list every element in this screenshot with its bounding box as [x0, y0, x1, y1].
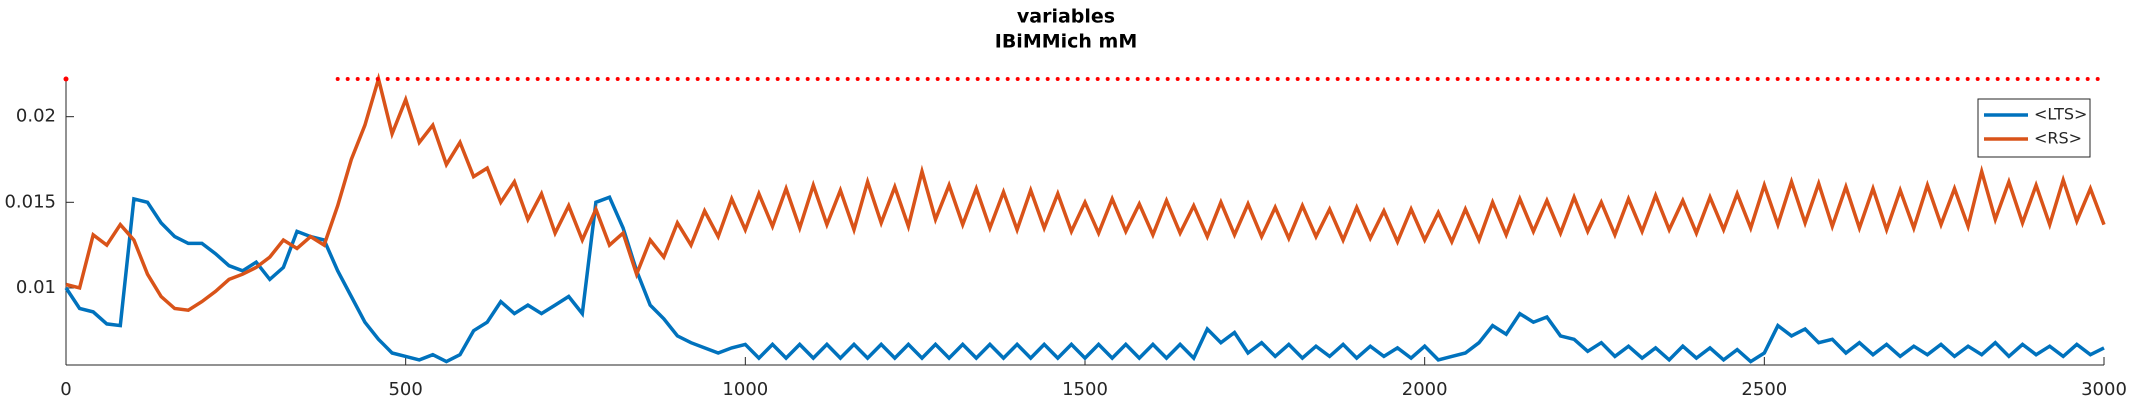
y-tick-label: 0.02	[16, 106, 56, 127]
chart-subtitle: IBiMMich mM	[995, 31, 1138, 53]
series-line	[65, 72, 2106, 313]
x-tick-label: 0	[60, 379, 71, 400]
x-tick-label: 3000	[2081, 379, 2127, 400]
chart-title: variables	[1017, 6, 1115, 28]
legend-label: <RS>	[2034, 129, 2082, 148]
legend-box	[1977, 98, 2091, 158]
x-tick-label: 2500	[1741, 379, 1787, 400]
legend-label: <LTS>	[2034, 105, 2087, 124]
series-line	[64, 194, 2105, 364]
threshold-line-point	[63, 76, 69, 82]
x-tick-label: 500	[388, 379, 422, 400]
x-tick-label: 2000	[1402, 379, 1448, 400]
y-tick-label: 0.015	[4, 191, 56, 212]
y-tick-label: 0.01	[16, 277, 56, 298]
x-tick-label: 1000	[722, 379, 768, 400]
x-tick-label: 1500	[1062, 379, 1108, 400]
